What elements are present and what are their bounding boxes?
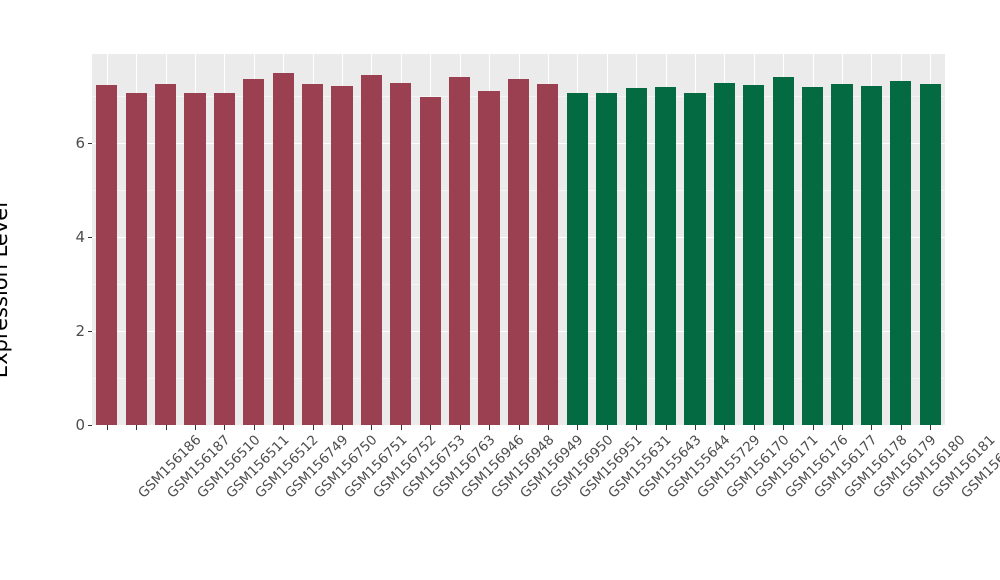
- x-axis-tick-mark: [754, 425, 755, 430]
- bar: [919, 83, 941, 425]
- x-axis-labels: GSM156186 GSM156187 GSM156510 GSM156511 GSM1…: [92, 432, 1000, 572]
- x-axis-tick-mark: [342, 425, 343, 430]
- bar: [596, 92, 618, 425]
- x-axis-tick-mark: [224, 425, 225, 430]
- bar: [713, 83, 735, 425]
- bar: [331, 86, 353, 425]
- x-axis-tick-mark: [901, 425, 902, 430]
- x-axis-tick-mark: [930, 425, 931, 430]
- plot-panel: [92, 54, 945, 426]
- x-axis-tick-mark: [871, 425, 872, 430]
- bar: [566, 92, 588, 425]
- x-axis-tick-mark: [460, 425, 461, 430]
- x-axis-tick-mark: [724, 425, 725, 430]
- x-axis-tick-mark: [695, 425, 696, 430]
- bar: [243, 79, 265, 425]
- x-axis-tick-mark: [166, 425, 167, 430]
- bar: [507, 79, 530, 425]
- x-axis-tick-mark: [313, 425, 314, 430]
- bars-container: [92, 54, 945, 425]
- x-axis-tick-mark: [254, 425, 255, 430]
- bar: [125, 92, 147, 425]
- x-axis-tick-mark: [136, 425, 137, 430]
- bar: [654, 87, 677, 425]
- x-axis-tick-mark: [548, 425, 549, 430]
- bar: [96, 85, 118, 425]
- bar: [390, 83, 412, 425]
- y-axis: 0 2 4 6: [0, 0, 92, 580]
- x-axis-tick-mark: [430, 425, 431, 430]
- bar: [184, 92, 206, 425]
- bar: [772, 77, 794, 425]
- x-axis-tick-mark: [195, 425, 196, 430]
- bar: [625, 88, 647, 425]
- gridline-major-y: [92, 425, 945, 426]
- bar: [154, 84, 177, 425]
- bar: [360, 75, 382, 425]
- bar: [537, 84, 559, 425]
- bar: [802, 87, 824, 425]
- x-axis-tick-mark: [519, 425, 520, 430]
- x-axis-tick-marks: [92, 425, 945, 431]
- x-axis-tick-mark: [401, 425, 402, 430]
- bar: [860, 86, 883, 425]
- bar: [743, 84, 765, 425]
- y-axis-tick-label: 6: [75, 133, 85, 152]
- x-axis-tick-mark: [813, 425, 814, 430]
- bar: [449, 77, 471, 425]
- bar: [419, 97, 441, 425]
- y-axis-tick-label: 0: [75, 415, 85, 434]
- bar: [831, 84, 853, 425]
- y-axis-tick: 6: [75, 135, 92, 151]
- bar: [684, 93, 706, 425]
- bar: [302, 84, 324, 425]
- bar: [272, 73, 294, 425]
- x-axis-tick-mark: [666, 425, 667, 430]
- y-axis-tick-mark: [88, 330, 92, 332]
- x-axis-tick-mark: [842, 425, 843, 430]
- bar: [890, 81, 912, 425]
- x-axis-tick-mark: [371, 425, 372, 430]
- x-axis-tick-mark: [783, 425, 784, 430]
- y-axis-tick-label: 2: [75, 321, 85, 340]
- y-axis-tick: 0: [75, 417, 92, 433]
- x-axis-tick-mark: [577, 425, 578, 430]
- y-axis-tick-mark: [88, 424, 92, 426]
- y-axis-tick: 2: [75, 323, 92, 339]
- y-axis-tick-label: 4: [75, 227, 85, 246]
- x-axis-tick-mark: [489, 425, 490, 430]
- bar: [213, 92, 235, 425]
- x-axis-tick-mark: [107, 425, 108, 430]
- y-axis-tick-mark: [88, 142, 92, 144]
- x-axis-tick-mark: [636, 425, 637, 430]
- bar: [478, 91, 500, 425]
- y-axis-tick-mark: [88, 236, 92, 238]
- x-axis-tick-mark: [607, 425, 608, 430]
- y-axis-tick: 4: [75, 229, 92, 245]
- x-axis-tick-mark: [283, 425, 284, 430]
